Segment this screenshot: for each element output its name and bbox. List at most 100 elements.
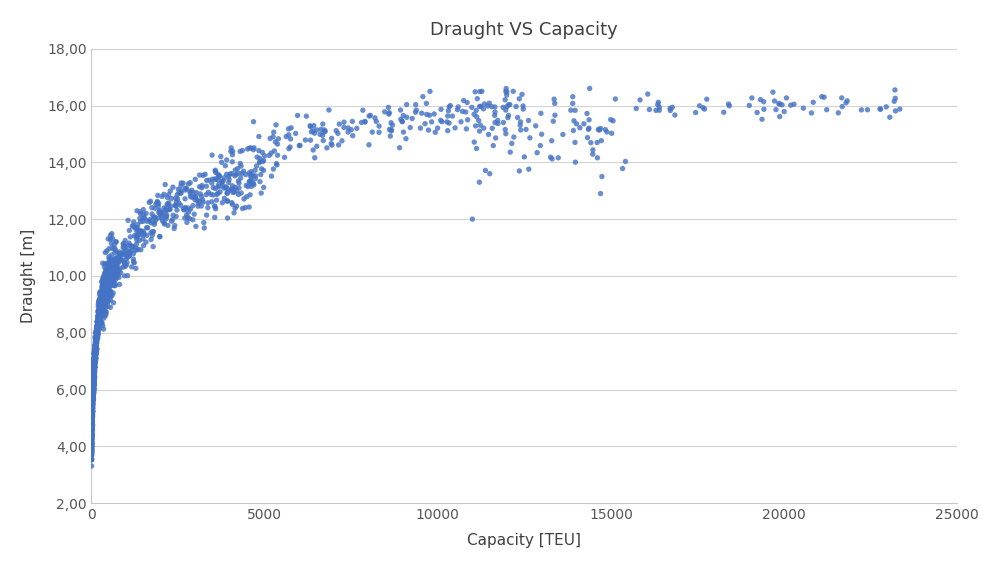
Point xyxy=(87,354,103,364)
Point xyxy=(96,279,112,288)
Point xyxy=(117,242,133,251)
Point xyxy=(87,344,103,353)
Point xyxy=(245,179,261,188)
Point xyxy=(814,92,830,101)
Point xyxy=(84,418,100,427)
Point xyxy=(85,385,101,394)
Point xyxy=(86,363,102,372)
Point xyxy=(104,255,120,264)
Point xyxy=(426,109,442,118)
Point xyxy=(102,279,118,288)
Point xyxy=(433,116,449,125)
Point xyxy=(544,154,560,163)
Point xyxy=(200,203,216,212)
Point xyxy=(86,366,102,375)
Point xyxy=(90,320,106,329)
Point xyxy=(85,394,101,403)
Point xyxy=(94,306,110,315)
Point xyxy=(442,101,458,110)
Point xyxy=(84,430,100,439)
Point xyxy=(91,299,107,308)
Point xyxy=(257,151,273,160)
Point xyxy=(247,166,263,175)
Point xyxy=(572,123,588,133)
Point xyxy=(86,348,102,357)
Point xyxy=(86,366,102,376)
Point xyxy=(108,257,124,266)
Point xyxy=(361,140,377,149)
Point xyxy=(90,329,106,339)
Point xyxy=(154,216,170,225)
Point xyxy=(594,172,610,181)
Point xyxy=(185,201,201,210)
Point xyxy=(85,387,101,396)
Point xyxy=(87,354,103,363)
Point xyxy=(89,333,105,342)
Point xyxy=(95,274,111,283)
Point xyxy=(85,364,101,373)
Point xyxy=(485,141,501,150)
Point xyxy=(192,189,208,199)
Point xyxy=(567,158,583,167)
Point xyxy=(251,146,267,155)
Point xyxy=(90,329,106,339)
Point xyxy=(102,295,118,304)
Point xyxy=(88,354,104,363)
Point xyxy=(168,212,184,221)
Point xyxy=(124,242,140,251)
Point xyxy=(108,237,124,246)
Point xyxy=(86,358,102,367)
Point xyxy=(84,404,100,413)
Point xyxy=(130,232,146,241)
Point xyxy=(91,307,107,316)
Point xyxy=(168,193,184,203)
Point xyxy=(84,431,100,440)
Point xyxy=(103,262,119,271)
Point xyxy=(752,95,768,104)
Point xyxy=(96,273,112,282)
Point xyxy=(97,277,113,286)
Point xyxy=(85,386,101,395)
Point xyxy=(84,439,100,448)
Point xyxy=(84,438,100,447)
Point xyxy=(85,387,101,397)
Point xyxy=(96,279,112,288)
Point xyxy=(108,246,124,255)
Point xyxy=(121,241,137,250)
Point xyxy=(90,327,106,336)
Point xyxy=(97,280,113,289)
Point xyxy=(85,394,101,403)
Point xyxy=(91,308,107,317)
Point xyxy=(126,249,142,258)
Point xyxy=(872,104,888,113)
Point xyxy=(171,188,187,197)
Point xyxy=(129,231,145,240)
Point xyxy=(91,319,107,328)
Point xyxy=(505,87,521,96)
Point xyxy=(96,286,112,295)
Point xyxy=(108,270,124,279)
Point xyxy=(90,319,106,328)
Point xyxy=(254,148,270,157)
Point xyxy=(84,406,100,415)
Point xyxy=(84,445,100,454)
Point xyxy=(159,211,175,220)
Point xyxy=(382,131,398,141)
Point xyxy=(146,213,162,222)
Point xyxy=(116,239,132,248)
Point xyxy=(89,316,105,325)
Point xyxy=(319,143,335,152)
Point xyxy=(292,141,308,150)
Point xyxy=(487,108,503,117)
Point xyxy=(97,267,113,277)
Point xyxy=(97,277,113,286)
Point xyxy=(408,100,424,109)
Point xyxy=(662,106,678,115)
Point xyxy=(404,114,420,123)
Point xyxy=(86,375,102,384)
Point xyxy=(111,249,127,258)
Point xyxy=(156,218,172,228)
Point xyxy=(100,288,116,297)
Point xyxy=(441,102,457,112)
Point xyxy=(214,178,230,187)
